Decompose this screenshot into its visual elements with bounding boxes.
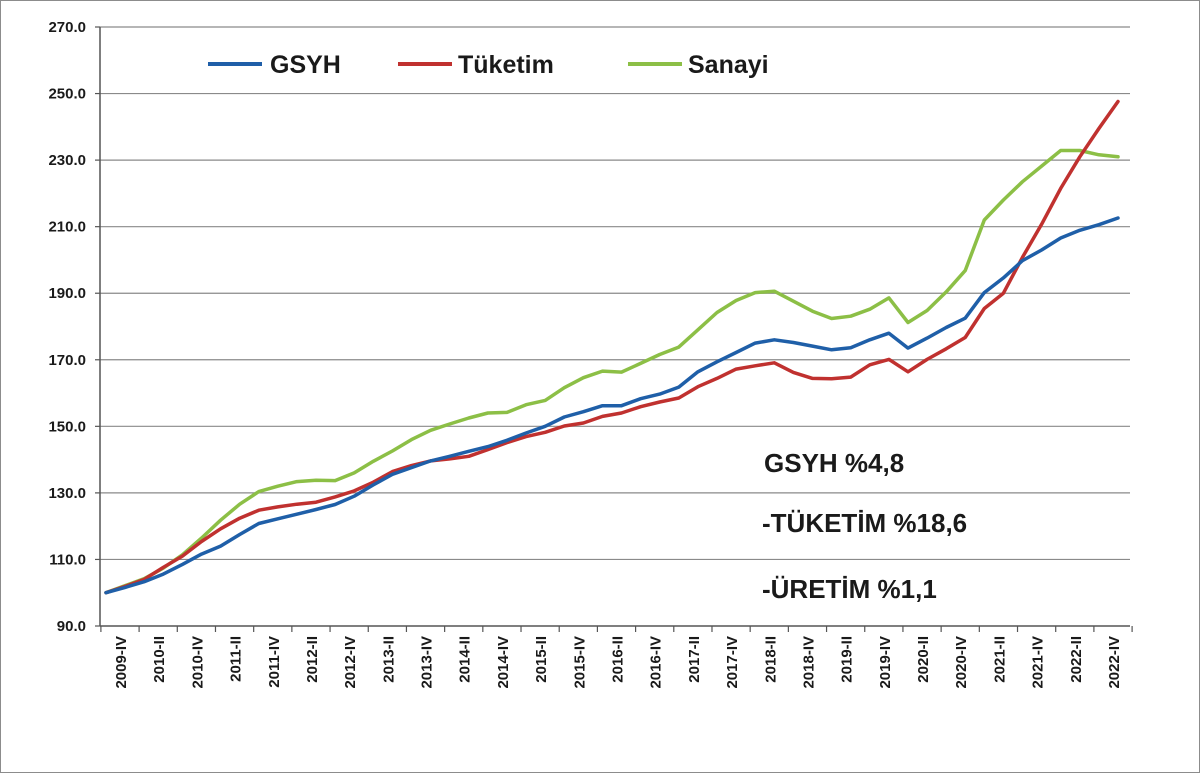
x-tick-label: 2016-II <box>610 636 627 683</box>
series-line-sanayi <box>104 148 1120 595</box>
x-tick-label: 2011-IV <box>266 636 283 688</box>
y-tick-label: 230.0 <box>48 152 86 169</box>
x-tick-labels: 2009-IV 2010-II 2010-IV 2011-II 2011-IV 2012-… <box>100 626 1133 689</box>
x-tick-label: 2012-II <box>304 636 321 683</box>
x-tick-label: 2022-IV <box>1106 636 1123 689</box>
x-tick-label: 2018-IV <box>800 636 817 689</box>
x-tick-label: 2012-IV <box>342 636 359 689</box>
x-tick-label: 2019-IV <box>877 636 894 689</box>
x-tick-label: 2014-II <box>457 636 474 683</box>
series-lines <box>104 99 1120 595</box>
y-tick-label: 190.0 <box>48 285 86 302</box>
legend: GSYH Tüketim Sanayi <box>208 51 769 79</box>
x-tick-label: 2017-II <box>686 636 703 683</box>
y-tick-label: 130.0 <box>48 485 86 502</box>
x-tick-label: 2011-II <box>228 636 245 682</box>
y-tick-label: 150.0 <box>48 418 86 435</box>
y-tick-label: 250.0 <box>48 86 86 103</box>
x-tick-label: 2021-IV <box>1030 636 1047 689</box>
annotation-gsyh: GSYH %4,8 <box>764 448 904 478</box>
x-tick-label: 2015-IV <box>571 636 588 689</box>
annotations: GSYH %4,8 -TÜKETİM %18,6 -ÜRETİM %1,1 <box>762 448 967 604</box>
y-tick-label: 110.0 <box>49 551 86 568</box>
x-tick-label: 2014-IV <box>495 636 512 689</box>
x-tick-label: 2010-IV <box>189 636 206 689</box>
x-tick-label: 2015-II <box>533 636 550 683</box>
x-tick-label: 2022-II <box>1068 636 1085 683</box>
axes <box>99 27 1130 627</box>
annotation-tuketim: -TÜKETİM %18,6 <box>762 508 967 538</box>
legend-label-gsyh: GSYH <box>270 51 341 79</box>
series-line-t-ketim <box>104 99 1120 595</box>
x-tick-label: 2020-II <box>915 636 932 683</box>
grid-lines <box>100 26 1130 561</box>
x-tick-label: 2009-IV <box>113 636 130 689</box>
series-line-gsyh <box>104 216 1120 595</box>
x-tick-label: 2013-IV <box>419 636 436 689</box>
x-tick-label: 2020-IV <box>953 636 970 689</box>
x-tick-label: 2013-II <box>380 636 397 683</box>
y-tick-label: 90.0 <box>57 618 86 635</box>
x-tick-label: 2010-II <box>151 636 168 683</box>
legend-label-sanayi: Sanayi <box>688 51 769 79</box>
x-tick-label: 2017-IV <box>724 636 741 689</box>
y-tick-label: 270.0 <box>48 19 86 36</box>
x-tick-label: 2016-IV <box>648 636 665 689</box>
y-tick-labels: 90.0 110.0 130.0 150.0 170.0 190.0 210.0 230.0 2… <box>48 19 100 635</box>
annotation-uretim: -ÜRETİM %1,1 <box>762 574 937 604</box>
x-tick-label: 2018-II <box>762 636 779 683</box>
y-tick-label: 210.0 <box>48 219 86 236</box>
x-tick-label: 2021-II <box>991 636 1008 683</box>
x-tick-label: 2019-II <box>839 636 856 683</box>
legend-label-tuketim: Tüketim <box>458 51 554 79</box>
y-tick-label: 170.0 <box>48 352 86 369</box>
